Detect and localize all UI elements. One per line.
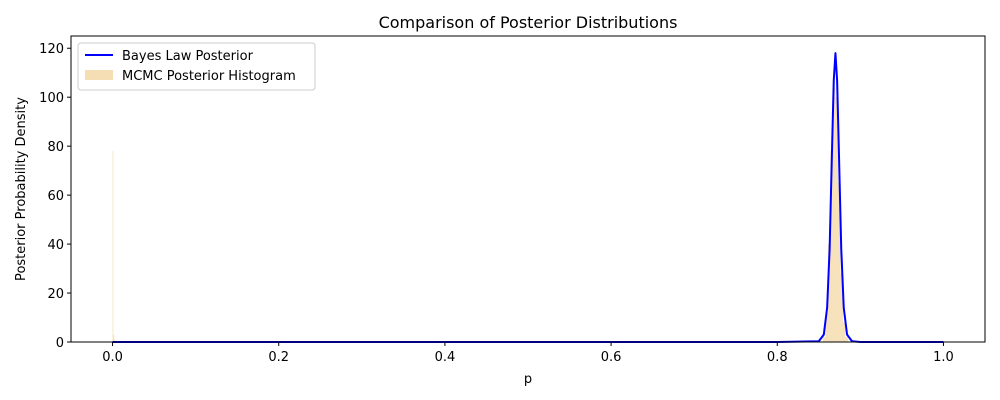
x-tick-label: 0.0 — [102, 350, 123, 365]
y-tick-label: 20 — [47, 287, 64, 302]
histogram-bar — [835, 97, 838, 342]
histogram-bar — [112, 151, 114, 342]
legend-label-bayes: Bayes Law Posterior — [122, 49, 254, 64]
legend-label-mcmc: MCMC Posterior Histogram — [122, 69, 296, 84]
y-tick-label: 80 — [47, 140, 64, 155]
chart-title: Comparison of Posterior Distributions — [379, 13, 678, 32]
y-tick-label: 100 — [39, 91, 64, 106]
x-axis: 0.0 0.2 0.4 0.6 0.8 1.0 — [102, 342, 954, 365]
histogram-bar — [842, 322, 846, 342]
histogram-bar — [840, 273, 843, 342]
histogram-bar — [113, 334, 115, 342]
y-tick-label: 40 — [47, 238, 64, 253]
y-axis: 0 20 40 60 80 100 120 — [39, 42, 71, 351]
histogram-bar — [822, 337, 826, 342]
histogram-bar — [830, 151, 833, 342]
histogram-bar — [114, 339, 116, 342]
legend: Bayes Law Posterior MCMC Posterior Histo… — [77, 42, 316, 91]
y-tick-label: 0 — [56, 336, 64, 351]
histogram-bar — [825, 312, 828, 342]
y-tick-label: 120 — [39, 42, 64, 57]
histogram-bar — [837, 182, 841, 342]
histogram-bars — [112, 87, 848, 343]
legend-swatch-mcmc — [85, 70, 113, 80]
x-axis-label: p — [524, 372, 532, 387]
y-axis-label: Posterior Probability Density — [14, 97, 29, 281]
x-tick-label: 0.4 — [435, 350, 456, 365]
plot-frame — [70, 35, 986, 343]
x-tick-label: 0.6 — [601, 350, 622, 365]
histogram-bar — [845, 337, 848, 342]
histogram-bar — [827, 244, 831, 342]
x-tick-label: 0.8 — [767, 350, 788, 365]
x-tick-label: 1.0 — [933, 350, 954, 365]
legend-box — [77, 42, 316, 91]
y-tick-label: 60 — [47, 189, 64, 204]
x-tick-label: 0.2 — [268, 350, 289, 365]
histogram-bar — [832, 87, 836, 343]
